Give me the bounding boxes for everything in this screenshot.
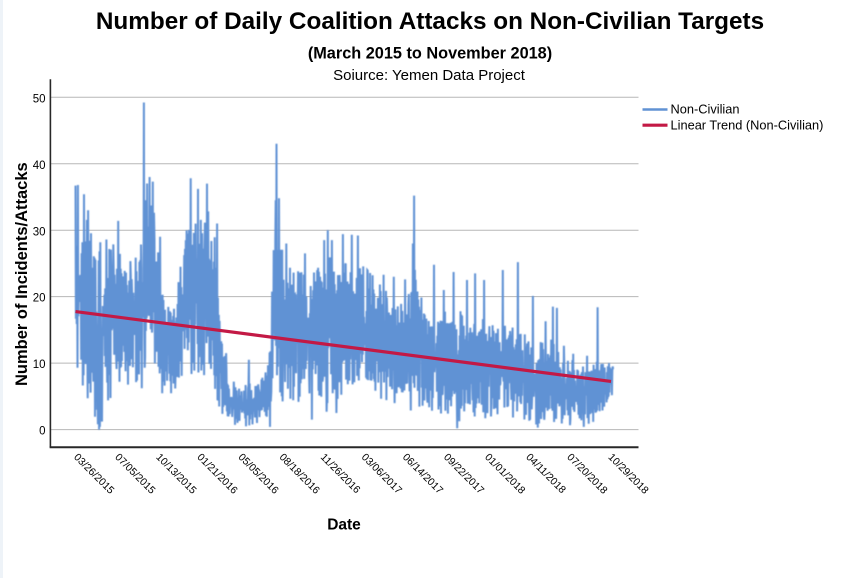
svg-text:10: 10 <box>33 359 46 371</box>
svg-text:(March 2015 to November 2018): (March 2015 to November 2018) <box>308 45 552 63</box>
svg-text:Soiurce: Yemen Data Project: Soiurce: Yemen Data Project <box>333 67 526 84</box>
svg-text:20: 20 <box>33 293 46 305</box>
svg-text:Non-Civilian: Non-Civilian <box>671 102 740 117</box>
svg-text:Linear Trend (Non-Civilian): Linear Trend (Non-Civilian) <box>671 118 824 133</box>
svg-text:Number of Incidents/Attacks: Number of Incidents/Attacks <box>13 162 31 386</box>
svg-text:50: 50 <box>33 93 46 105</box>
svg-text:0: 0 <box>39 426 45 438</box>
svg-text:Date: Date <box>327 517 361 534</box>
svg-text:Number of Daily Coalition Atta: Number of Daily Coalition Attacks on Non… <box>96 8 764 35</box>
svg-text:40: 40 <box>33 160 46 172</box>
svg-text:30: 30 <box>33 226 46 238</box>
